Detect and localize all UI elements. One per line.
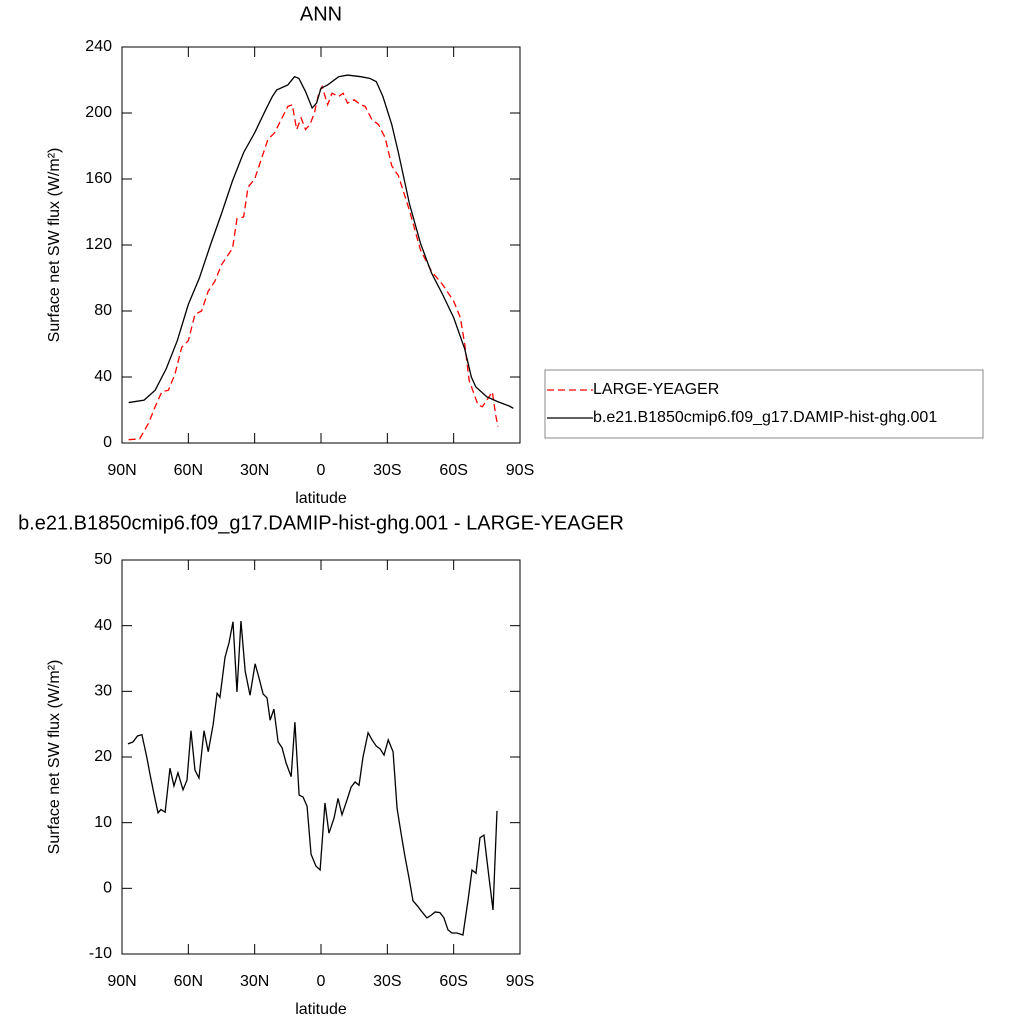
y-tick-label: 160: [85, 170, 112, 187]
y-tick-label: 40: [94, 617, 112, 634]
y-tick-label: 40: [94, 368, 112, 385]
y-tick-label: 0: [103, 880, 112, 897]
chart-title: b.e21.B1850cmip6.f09_g17.DAMIP-hist-ghg.…: [18, 512, 624, 534]
y-tick-label: 80: [94, 302, 112, 319]
plot-frame: [121, 46, 521, 444]
x-tick-label: 30N: [240, 973, 269, 990]
y-axis-label: Surface net SW flux (W/m²): [46, 148, 63, 343]
y-tick-label: 20: [94, 748, 112, 765]
data-line: [128, 74, 514, 409]
x-tick-label: 90S: [506, 973, 534, 990]
x-axis-label: latitude: [295, 1001, 347, 1018]
x-tick-label: 90S: [506, 462, 534, 479]
x-tick-label: 30N: [240, 462, 269, 479]
x-axis-label: latitude: [295, 490, 347, 507]
y-tick-label: 240: [85, 38, 112, 55]
x-tick-label: 60S: [439, 973, 467, 990]
y-tick-label: -10: [89, 945, 112, 962]
y-tick-label: 120: [85, 236, 112, 253]
y-tick-label: 10: [94, 814, 112, 831]
x-tick-label: 0: [317, 462, 326, 479]
data-line: [128, 84, 499, 441]
chart-title: ANN: [300, 3, 342, 25]
data-line: [127, 621, 498, 936]
x-tick-label: 60S: [439, 462, 467, 479]
x-tick-label: 90N: [107, 973, 136, 990]
y-tick-label: 30: [94, 683, 112, 700]
plot-frame: [121, 559, 521, 955]
x-tick-label: 60N: [174, 462, 203, 479]
x-tick-label: 30S: [373, 973, 401, 990]
x-tick-label: 0: [317, 973, 326, 990]
x-tick-label: 30S: [373, 462, 401, 479]
legend-label: b.e21.B1850cmip6.f09_g17.DAMIP-hist-ghg.…: [593, 409, 937, 426]
y-tick-label: 50: [94, 551, 112, 568]
y-tick-label: 0: [103, 434, 112, 451]
legend-label: LARGE-YEAGER: [593, 381, 719, 398]
y-tick-label: 200: [85, 104, 112, 121]
legend-box: [544, 369, 984, 439]
x-tick-label: 60N: [174, 973, 203, 990]
x-tick-label: 90N: [107, 462, 136, 479]
y-axis-label: Surface net SW flux (W/m²): [46, 660, 63, 855]
